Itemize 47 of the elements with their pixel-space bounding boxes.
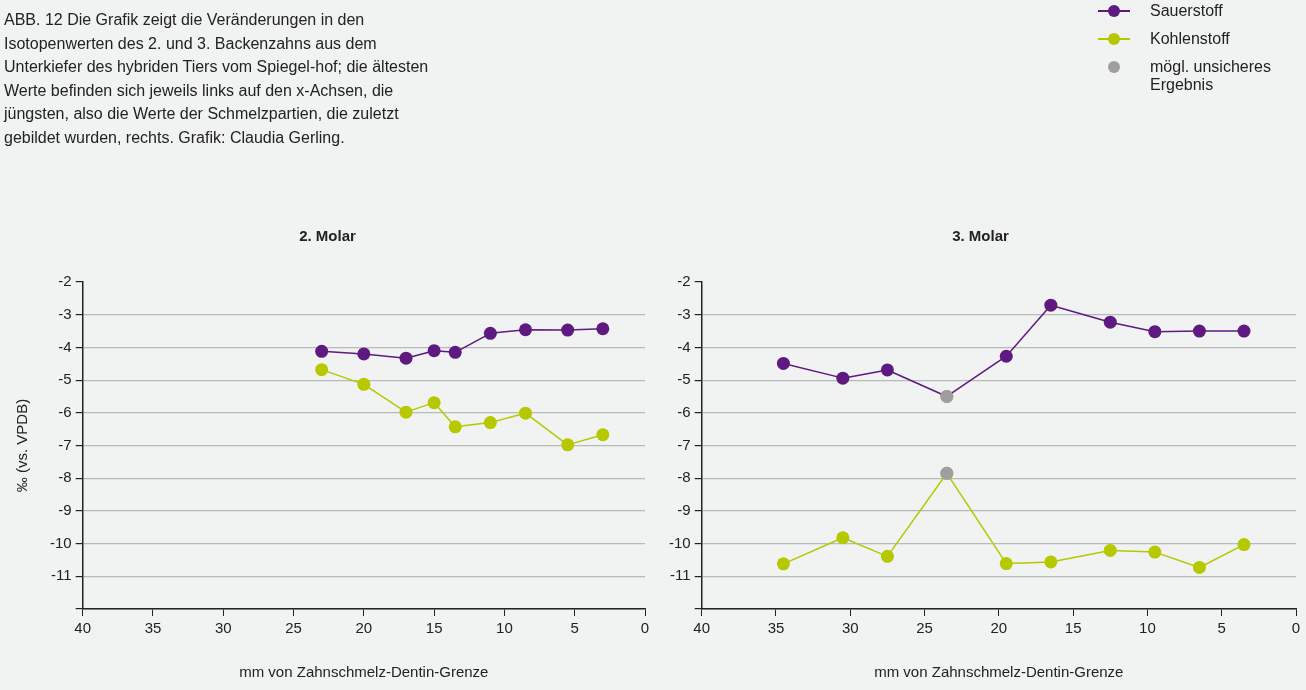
- x-tick-label: 30: [841, 619, 859, 637]
- y-tick-label: -7: [58, 435, 72, 453]
- y-tick-label: -10: [49, 533, 72, 551]
- y-tick-label: -5: [677, 370, 691, 388]
- x-tick-label: 35: [767, 619, 785, 637]
- y-tick-label: -11: [51, 566, 72, 584]
- y-tick-label: -10: [668, 533, 691, 551]
- legend-label: mögl. unsicheres Ergebnis: [1150, 58, 1272, 94]
- y-tick-label: -6: [677, 402, 691, 420]
- x-tick-label: 35: [144, 619, 162, 637]
- x-tick-label: 0: [1291, 619, 1301, 637]
- y-tick-label: -8: [677, 468, 691, 486]
- y-tick-label: -6: [58, 402, 72, 420]
- caption: ABB. 12 Die Grafik zeigt die Veränderungen in den Isotopenwerten des 2. und 3. Backenzahns aus dem Unterkiefer des hybriden Tiers vom Spiegel-hof; die ältesten Werte befinden sich jeweils links auf den x-Achsen, die jüngsten, also die Werte der Schmelzpartien, die zuletzt gebildet wurden, rechts. Grafik: Claudia Gerling.: [4, 10, 430, 148]
- x-tick-label: 40: [693, 619, 711, 637]
- y-tick-label: -4: [677, 337, 691, 355]
- x-tick-label: 15: [1064, 619, 1082, 637]
- y-tick-label: -5: [58, 370, 72, 388]
- y-tick-label: -9: [58, 501, 72, 519]
- y-tick-label: -8: [58, 468, 72, 486]
- x-tick-label: 25: [285, 619, 302, 637]
- x-tick-label: 15: [425, 619, 443, 637]
- legend-label: Sauerstoff: [1150, 2, 1223, 20]
- y-tick-label: -2: [677, 272, 691, 290]
- y-tick-label: -2: [58, 272, 72, 290]
- chart-title: 3. Molar: [952, 227, 1009, 245]
- x-tick-label: 5: [570, 619, 579, 637]
- y-tick-label: -11: [670, 566, 691, 584]
- x-tick-label: 20: [990, 619, 1008, 637]
- y-tick-label: -4: [58, 337, 72, 355]
- y-axis-title: ‰ (vs. VPDB): [13, 398, 31, 493]
- x-tick-label: 25: [916, 619, 933, 637]
- chart-title: 2. Molar: [299, 227, 356, 245]
- x-tick-label: 5: [1217, 619, 1226, 637]
- x-tick-label: 40: [74, 619, 92, 637]
- x-tick-label: 10: [496, 619, 513, 637]
- x-tick-label: 20: [355, 619, 373, 637]
- y-tick-label: -9: [677, 501, 691, 519]
- x-tick-label: 10: [1139, 619, 1156, 637]
- y-tick-label: -3: [58, 304, 72, 322]
- y-tick-label: -7: [677, 435, 691, 453]
- x-tick-label: 30: [214, 619, 232, 637]
- y-tick-label: -3: [677, 304, 691, 322]
- x-axis-title: mm von Zahnschmelz-Dentin-Grenze: [874, 663, 1124, 681]
- x-tick-label: 0: [640, 619, 650, 637]
- legend-label: Kohlenstoff: [1150, 30, 1230, 48]
- x-axis-title: mm von Zahnschmelz-Dentin-Grenze: [239, 663, 489, 681]
